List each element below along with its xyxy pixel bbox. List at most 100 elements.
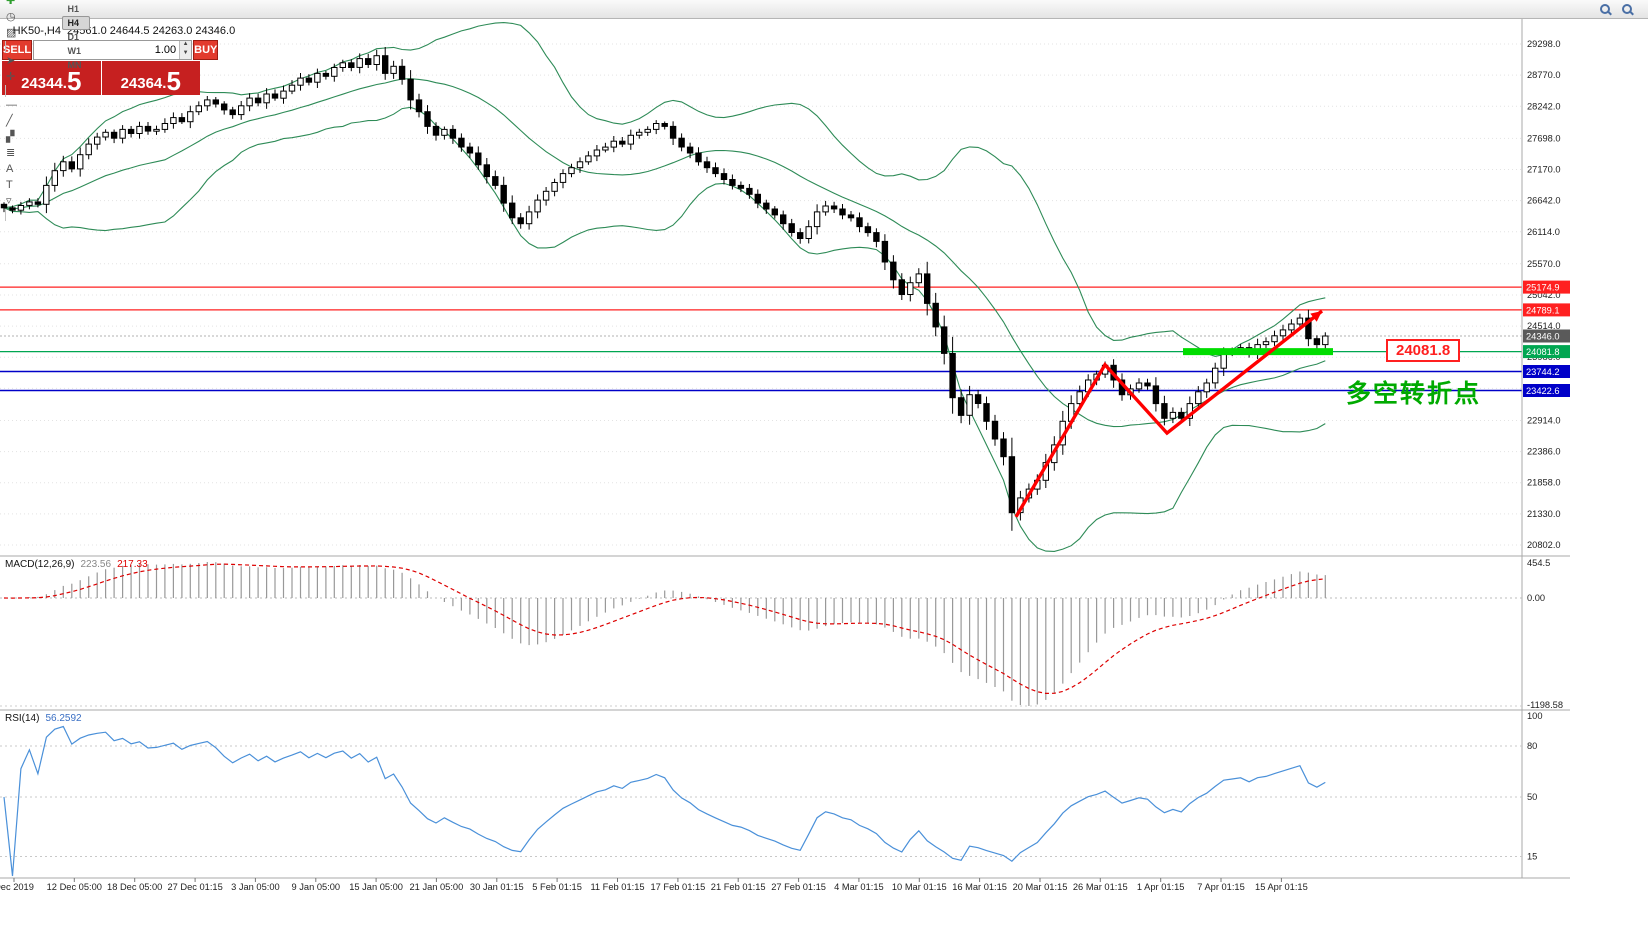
svg-text:50: 50	[1527, 792, 1537, 802]
rsi-name: RSI(14)	[5, 713, 40, 724]
svg-text:24346.0: 24346.0	[1526, 331, 1560, 341]
horizontal-line-button-icon: —	[6, 98, 17, 111]
text-label-button[interactable]: T	[2, 177, 61, 193]
lot-increase-button[interactable]: ▲	[180, 41, 192, 50]
toolbar-separator	[5, 209, 6, 221]
sell-price[interactable]: 24344. 5	[2, 61, 101, 95]
svg-text:Dec 2019: Dec 2019	[0, 882, 34, 892]
top-toolbar: ▤订单▥◉▶自动交易╫▮∿⊕⊖▦✚◷▨➤✛—╱▞≣AT▿ M1M5M15M30H…	[0, 0, 1648, 221]
price-gridlines	[0, 43, 1522, 546]
svg-text:24789.1: 24789.1	[1526, 305, 1560, 315]
level-price-label: 24081.8	[1386, 339, 1461, 362]
svg-text:28242.0: 28242.0	[1527, 101, 1561, 111]
search-icon[interactable]	[1622, 4, 1632, 14]
templates-button[interactable]: ▨	[2, 25, 61, 41]
trendline-button[interactable]: ╱	[2, 113, 61, 129]
svg-text:454.5: 454.5	[1527, 558, 1550, 568]
svg-text:1 Apr 01:15: 1 Apr 01:15	[1137, 882, 1185, 892]
indicators-button[interactable]: ✚	[2, 0, 61, 9]
svg-text:22914.0: 22914.0	[1527, 416, 1561, 426]
timeframe-h1-button[interactable]: H1	[67, 4, 79, 14]
fibonacci-button-icon: ≣	[6, 146, 16, 159]
arrows-button[interactable]: ▿	[2, 193, 61, 209]
svg-text:26 Mar 01:15: 26 Mar 01:15	[1073, 882, 1128, 892]
svg-text:12 Dec 05:00: 12 Dec 05:00	[47, 882, 102, 892]
period-button-icon: ◷	[6, 10, 16, 23]
crosshair-button[interactable]: ✛	[2, 69, 61, 85]
lot-decrease-button[interactable]: ▼	[180, 50, 192, 59]
svg-text:27170.0: 27170.0	[1527, 165, 1561, 175]
svg-text:30 Jan 01:15: 30 Jan 01:15	[470, 882, 524, 892]
macd-value-signal: 217.33	[117, 559, 148, 570]
svg-text:15: 15	[1527, 852, 1537, 862]
text-label-button-icon: T	[6, 178, 13, 191]
svg-text:23422.6: 23422.6	[1526, 386, 1560, 396]
svg-text:24514.0: 24514.0	[1527, 321, 1561, 331]
svg-text:27698.0: 27698.0	[1527, 133, 1561, 143]
symbol-bullet-icon: ·	[6, 25, 10, 37]
svg-text:10 Mar 01:15: 10 Mar 01:15	[892, 882, 947, 892]
fibonacci-button[interactable]: ≣	[2, 145, 61, 161]
svg-text:-1198.58: -1198.58	[1527, 700, 1563, 710]
svg-text:27 Feb 01:15: 27 Feb 01:15	[771, 882, 826, 892]
macd-indicator-label: MACD(12,26,9) 223.56 217.33	[5, 559, 148, 570]
rsi-indicator-label: RSI(14) 56.2592	[5, 713, 82, 724]
crosshair-button-icon: ✛	[6, 70, 16, 83]
svg-text:21330.0: 21330.0	[1527, 509, 1561, 519]
svg-text:5 Feb 01:15: 5 Feb 01:15	[532, 882, 582, 892]
svg-text:15 Jan 05:00: 15 Jan 05:00	[349, 882, 403, 892]
svg-text:15 Apr 01:15: 15 Apr 01:15	[1255, 882, 1308, 892]
cursor-button-icon: ➤	[6, 54, 16, 67]
trend-zigzag-arrow[interactable]	[1014, 309, 1324, 518]
sell-button[interactable]: SELL	[2, 40, 33, 60]
svg-text:21 Feb 01:15: 21 Feb 01:15	[711, 882, 766, 892]
symbol-name: HK50-,H4	[12, 25, 61, 37]
text-button[interactable]: A	[2, 161, 61, 177]
timeframe-w1-button[interactable]: W1	[67, 46, 81, 56]
timeframe-d1-button[interactable]: D1	[67, 32, 79, 42]
toolbar-buttons: ▤订单▥◉▶自动交易╫▮∿⊕⊖▦✚◷▨➤✛—╱▞≣AT▿	[2, 0, 61, 221]
toolbar-right	[1600, 4, 1632, 14]
svg-text:23744.2: 23744.2	[1526, 367, 1560, 377]
svg-text:11 Feb 01:15: 11 Feb 01:15	[590, 882, 644, 892]
macd-value-main: 223.56	[80, 559, 112, 570]
macd-name: MACD(12,26,9)	[5, 559, 75, 570]
macd-panel: 454.5 0.00 -1198.58	[0, 558, 1563, 710]
equidistant-channel-button[interactable]: ▞	[2, 129, 61, 145]
trade-prices-row: 24344. 5 24364. 5	[2, 61, 200, 95]
horizontal-line-button[interactable]: —	[2, 97, 61, 113]
buy-price[interactable]: 24364. 5	[101, 61, 200, 95]
svg-text:0.00: 0.00	[1527, 593, 1545, 603]
svg-text:25570.0: 25570.0	[1527, 259, 1561, 269]
toolbar-separator	[5, 41, 6, 53]
cursor-button[interactable]: ➤	[2, 53, 61, 69]
svg-text:16 Mar 01:15: 16 Mar 01:15	[952, 882, 1007, 892]
lot-spinner: ▲ ▼	[179, 41, 192, 59]
svg-text:21858.0: 21858.0	[1527, 478, 1561, 488]
svg-text:80: 80	[1527, 741, 1537, 751]
arrows-button-icon: ▿	[6, 194, 12, 207]
svg-text:21 Jan 05:00: 21 Jan 05:00	[410, 882, 464, 892]
search-symbol-icon[interactable]	[1600, 4, 1610, 14]
lot-size-input[interactable]	[34, 41, 180, 59]
indicators-button-icon: ✚	[6, 0, 16, 7]
templates-button-icon: ▨	[6, 26, 17, 39]
period-button[interactable]: ◷	[2, 9, 61, 25]
turning-point-note: 多空转折点	[1346, 380, 1482, 408]
lot-size-control: ▲ ▼	[33, 40, 193, 60]
price-axis[interactable]: 29298.0 28770.0 28242.0 27698.0 27170.0 26642…	[1523, 39, 1570, 550]
trade-buttons-row: SELL ▲ ▼ BUY	[2, 40, 219, 60]
timeframe-buttons: M1M5M15M30H1H4D1W1MN	[61, 0, 91, 72]
panel-separators[interactable]	[0, 18, 1570, 879]
svg-text:28770.0: 28770.0	[1527, 70, 1561, 80]
timeframe-h4-button[interactable]: H4	[62, 16, 90, 30]
equidistant-channel-button-icon: ▞	[6, 130, 15, 143]
time-axis[interactable]: Dec 2019 12 Dec 05:00 18 Dec 05:00 27 Dec 0…	[0, 878, 1308, 892]
timeframe-mn-button[interactable]: MN	[67, 60, 82, 70]
bollinger-bands	[3, 22, 1326, 552]
ohlc-values: 24561.0 24644.5 24263.0 24346.0	[66, 25, 236, 37]
svg-text:29298.0: 29298.0	[1527, 39, 1561, 49]
toolbar-separator	[5, 85, 6, 97]
buy-button[interactable]: BUY	[193, 40, 219, 60]
